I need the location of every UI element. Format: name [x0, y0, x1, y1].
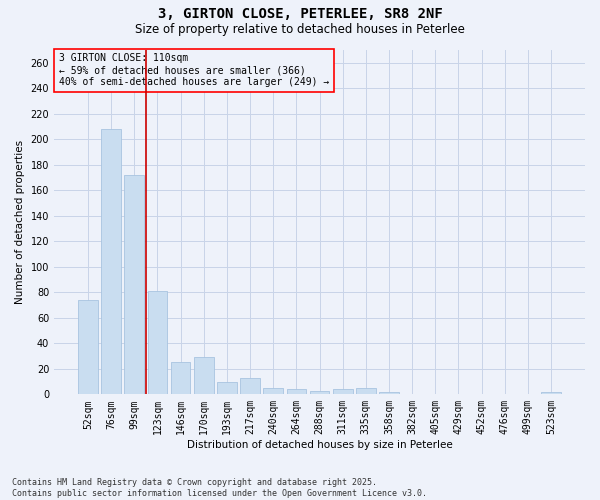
Text: 3 GIRTON CLOSE: 110sqm
← 59% of detached houses are smaller (366)
40% of semi-de: 3 GIRTON CLOSE: 110sqm ← 59% of detached… — [59, 54, 329, 86]
Bar — [78, 300, 98, 394]
Bar — [263, 388, 283, 394]
Bar — [310, 390, 329, 394]
Bar — [171, 362, 190, 394]
Bar — [101, 129, 121, 394]
Text: Size of property relative to detached houses in Peterlee: Size of property relative to detached ho… — [135, 22, 465, 36]
Bar — [356, 388, 376, 394]
Bar — [217, 382, 237, 394]
Bar — [240, 378, 260, 394]
Bar — [379, 392, 399, 394]
X-axis label: Distribution of detached houses by size in Peterlee: Distribution of detached houses by size … — [187, 440, 452, 450]
Bar — [194, 358, 214, 395]
Text: 3, GIRTON CLOSE, PETERLEE, SR8 2NF: 3, GIRTON CLOSE, PETERLEE, SR8 2NF — [158, 8, 442, 22]
Bar — [541, 392, 561, 394]
Bar — [333, 389, 353, 394]
Text: Contains HM Land Registry data © Crown copyright and database right 2025.
Contai: Contains HM Land Registry data © Crown c… — [12, 478, 427, 498]
Bar — [148, 291, 167, 395]
Bar — [287, 389, 306, 394]
Y-axis label: Number of detached properties: Number of detached properties — [15, 140, 25, 304]
Bar — [124, 175, 144, 394]
